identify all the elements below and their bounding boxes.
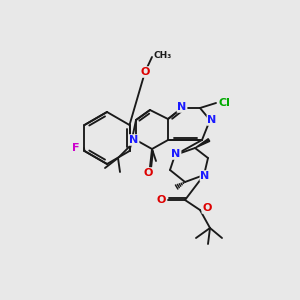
Text: O: O [156,195,166,205]
Text: O: O [143,168,153,178]
Text: N: N [200,171,210,181]
Text: CH₃: CH₃ [154,52,172,61]
Text: F: F [72,143,80,153]
Text: Cl: Cl [218,98,230,108]
Text: N: N [207,115,217,125]
Text: N: N [129,135,139,145]
Text: N: N [177,102,187,112]
Text: O: O [202,203,212,213]
Text: N: N [171,149,181,159]
Polygon shape [195,139,210,148]
Text: O: O [140,67,150,77]
